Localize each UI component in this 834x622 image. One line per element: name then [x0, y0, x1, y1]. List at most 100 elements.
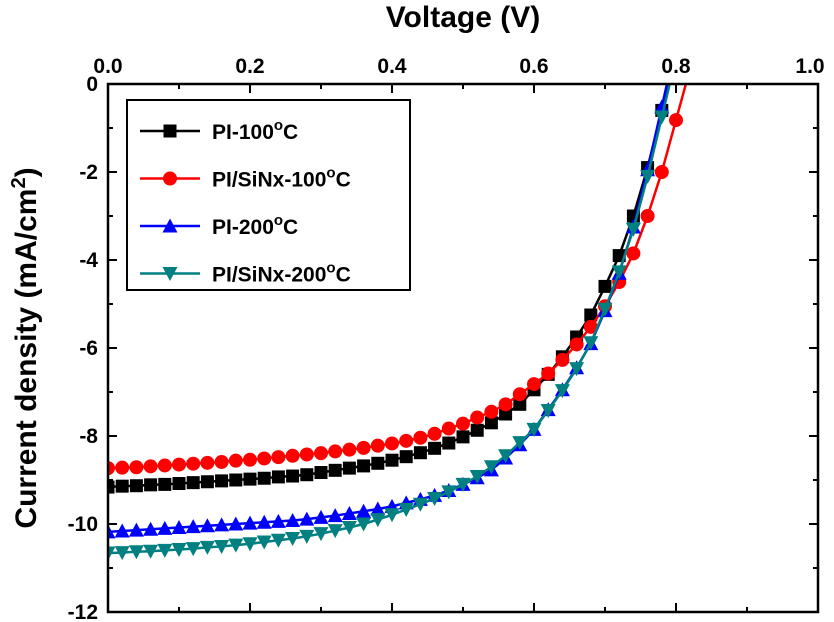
triangle-down-marker: [498, 449, 514, 464]
y-axis-title-main: Current density (mA/cm: [10, 189, 43, 529]
triangle-down-marker: [441, 485, 457, 500]
square-marker: [371, 456, 385, 470]
triangle-down-marker: [455, 477, 471, 492]
circle-marker: [129, 460, 144, 475]
square-marker: [456, 430, 470, 444]
square-marker: [271, 470, 285, 484]
circle-marker: [257, 451, 272, 466]
square-marker: [399, 450, 413, 464]
circle-marker: [569, 337, 584, 352]
circle-marker: [356, 440, 371, 455]
triangle-up-marker: [108, 524, 116, 539]
triangle-up-marker: [143, 521, 159, 536]
circle-marker: [441, 421, 456, 436]
legend-label-unit: C: [336, 264, 351, 287]
triangle-down-marker: [228, 538, 244, 553]
legend-label-unit: C: [283, 216, 298, 239]
legend: PI-100oCPI/SiNx-100oCPI-200oCPI/SiNx-200…: [126, 99, 411, 291]
axes: 0.0 0.2 0.4 0.6 0.8 1.0 0 -2 -4 -6 -8 -10 -12: [68, 55, 825, 622]
circle-marker: [626, 246, 641, 261]
square-marker: [442, 436, 456, 450]
triangle-down-marker: [199, 540, 215, 555]
square-marker: [470, 423, 484, 437]
triangle-down-marker: [412, 497, 428, 512]
legend-label: PI-200oC: [212, 212, 298, 239]
x-tick-label: 1.0: [795, 55, 824, 78]
circle-marker: [498, 397, 513, 412]
triangle-down-marker: [242, 537, 258, 552]
triangle-up-marker: [370, 501, 386, 516]
circle-marker: [328, 444, 343, 459]
x-tick-label: 0.4: [377, 55, 407, 78]
triangle-down-marker: [526, 422, 542, 437]
circle-marker: [541, 366, 556, 381]
circle-marker: [640, 209, 655, 223]
circle-marker: [399, 433, 414, 448]
square-marker: [513, 397, 527, 411]
y-axis-title-tail: ): [10, 167, 43, 177]
y-tick-label: -2: [79, 161, 98, 184]
triangle-up-marker: [256, 514, 272, 529]
legend-item: PI-200oC: [140, 212, 298, 239]
circle-marker: [108, 461, 115, 476]
circle-marker: [157, 458, 172, 473]
circle-marker: [299, 447, 314, 462]
triangle-down-marker: [512, 436, 528, 451]
triangle-up-marker: [171, 520, 187, 535]
triangle-down-marker: [398, 502, 414, 517]
circle-marker: [314, 446, 328, 461]
square-marker: [163, 124, 177, 138]
circle-marker: [214, 454, 229, 469]
triangle-down-marker: [569, 362, 585, 377]
y-tick-label: -10: [68, 513, 98, 536]
triangle-down-marker: [583, 336, 599, 351]
square-marker: [499, 407, 513, 421]
series-pi-100: [108, 84, 670, 494]
circle-marker: [527, 377, 541, 392]
triangle-down-marker: [171, 543, 187, 558]
circle-marker: [200, 455, 215, 470]
y-tick-label: -12: [68, 601, 98, 622]
y-tick-label: -4: [79, 249, 98, 272]
triangle-down-marker: [625, 222, 641, 237]
circle-marker: [470, 410, 485, 425]
circle-marker: [172, 457, 186, 472]
circle-marker: [654, 165, 669, 179]
triangle-down-marker: [157, 543, 173, 558]
square-marker: [158, 477, 172, 491]
series-layer: [108, 84, 688, 561]
circle-marker: [555, 352, 570, 367]
y-tick-label: 0: [86, 73, 98, 96]
square-marker: [385, 453, 399, 467]
triangle-down-marker: [128, 545, 144, 560]
triangle-up-marker: [327, 508, 343, 523]
series-pi-sinx-200: [108, 84, 671, 561]
triangle-down-marker: [469, 469, 485, 484]
triangle-up-marker: [214, 517, 230, 532]
circle-marker: [370, 438, 385, 453]
triangle-down-marker: [597, 302, 613, 317]
triangle-down-marker: [256, 535, 272, 550]
legend-label-degree: o: [274, 212, 283, 229]
circle-marker: [115, 460, 130, 475]
square-marker: [413, 446, 427, 460]
series-pi-sinx-100: [108, 84, 688, 476]
triangle-up-marker: [313, 509, 329, 524]
x-tick-label: 0.2: [235, 55, 264, 78]
square-marker: [428, 441, 442, 455]
triangle-down-marker: [370, 513, 386, 528]
legend-item: PI/SiNx-200oC: [140, 260, 351, 287]
triangle-up-marker: [270, 513, 286, 528]
circle-marker: [243, 452, 257, 467]
triangle-down-marker: [640, 169, 656, 184]
legend-label: PI/SiNx-200oC: [212, 260, 351, 287]
triangle-down-marker: [214, 539, 230, 554]
legend-item: PI-100oC: [140, 117, 298, 144]
triangle-down-marker: [554, 384, 570, 399]
square-marker: [314, 466, 328, 480]
square-marker: [243, 472, 257, 486]
circle-marker: [669, 113, 683, 128]
triangle-up-marker: [162, 218, 178, 233]
square-marker: [257, 471, 271, 485]
